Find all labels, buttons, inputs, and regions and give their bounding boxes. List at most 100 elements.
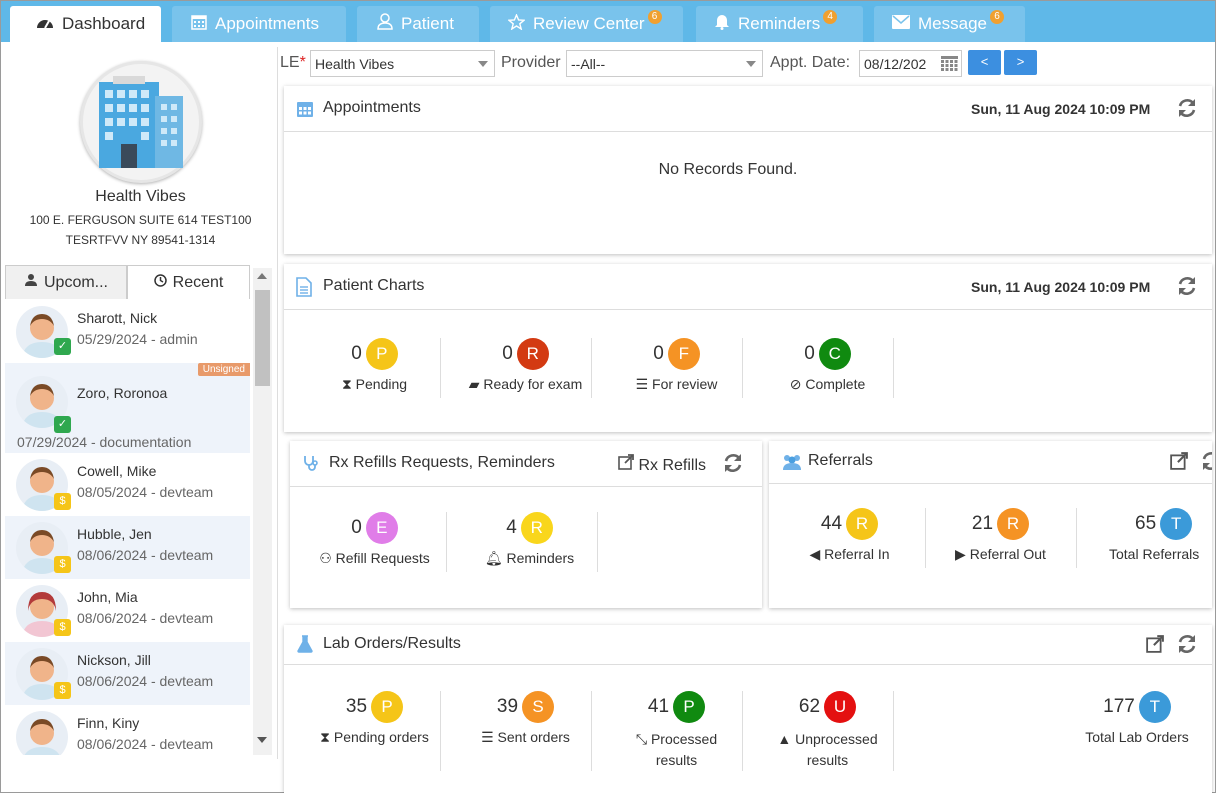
stat-label: Total Lab Orders xyxy=(1064,729,1210,745)
patient-meta: 08/06/2024 - devteam xyxy=(77,736,214,752)
patient-meta: 08/06/2024 - devteam xyxy=(77,610,214,626)
scroll-up-arrow[interactable] xyxy=(257,273,267,279)
user-group-icon xyxy=(24,273,38,292)
appt-date-input[interactable]: 08/12/202 xyxy=(859,50,962,77)
tab-appointments[interactable]: Appointments xyxy=(172,6,346,42)
stat-letter: E xyxy=(365,512,398,544)
stat-processed-results[interactable]: 41 P ⤡ Processed results xyxy=(601,691,752,771)
stat-unprocessed-results[interactable]: 62 U ▲ Unprocessed results xyxy=(752,691,903,771)
stat-count: 39 xyxy=(496,696,519,717)
patient-row[interactable]: Finn, Kiny 08/06/2024 - devteam xyxy=(5,705,250,755)
stat-total-referrals[interactable]: 65 T Total Referrals xyxy=(1109,508,1212,562)
external-link-icon[interactable] xyxy=(1170,452,1188,475)
stat-letter: C xyxy=(818,338,851,370)
appointments-card: Appointments Sun, 11 Aug 2024 10:09 PM N… xyxy=(284,86,1212,254)
tab-patient[interactable]: Patient xyxy=(357,6,479,42)
refresh-icon[interactable] xyxy=(1200,450,1212,472)
tab-dashboard[interactable]: Dashboard xyxy=(10,6,161,42)
stat-label: ⧗ Pending xyxy=(302,376,447,393)
stat-letter: T xyxy=(1160,508,1193,540)
stat-label: ⧗ Pending orders xyxy=(302,729,447,746)
tab-label: Reminders xyxy=(738,14,821,33)
tab-label: Appointments xyxy=(215,14,319,33)
stat-label: 🔔︎ Reminders xyxy=(454,550,605,567)
refresh-icon[interactable] xyxy=(1176,97,1198,119)
patient-row[interactable]: Unsigned ✓ Zoro, Roronoa 07/29/2024 - do… xyxy=(5,363,250,453)
divider xyxy=(591,338,592,398)
card-title: Referrals xyxy=(808,452,873,469)
stat-letter: R xyxy=(516,338,549,370)
external-link-icon[interactable] xyxy=(1146,635,1164,658)
patient-list-scrollbar[interactable] xyxy=(253,268,272,755)
stat-count: 62 xyxy=(798,696,821,717)
patient-name: Finn, Kiny xyxy=(77,715,140,731)
stat-sent-orders[interactable]: 39 S ☰ Sent orders xyxy=(450,691,601,746)
patient-meta: 07/29/2024 - documentation xyxy=(17,434,192,450)
arrow-out-icon: ▶ xyxy=(955,546,970,562)
provider-select[interactable]: --All-- xyxy=(566,50,763,77)
stat-letter: R xyxy=(997,508,1030,540)
provider-select-value: --All-- xyxy=(571,56,606,72)
list-icon: ☰ xyxy=(481,729,498,745)
next-date-button[interactable]: > xyxy=(1004,50,1037,75)
card-header: Appointments Sun, 11 Aug 2024 10:09 PM xyxy=(284,86,1212,132)
divider xyxy=(742,691,743,771)
stat-label: ☰ For review xyxy=(601,376,752,393)
check-icon: ✓ xyxy=(54,338,71,355)
stat-letter: R xyxy=(520,512,553,544)
prev-date-button[interactable]: < xyxy=(968,50,1001,75)
scroll-down-arrow[interactable] xyxy=(257,737,267,743)
stat-letter: F xyxy=(667,338,700,370)
patient-row[interactable]: $ Hubble, Jen 08/06/2024 - devteam xyxy=(5,516,250,579)
stat-count: 0 xyxy=(502,343,513,364)
tab-review-center[interactable]: Review Center 6 xyxy=(490,6,683,42)
patient-row[interactable]: $ John, Mia 08/06/2024 - devteam xyxy=(5,579,250,642)
refresh-icon[interactable] xyxy=(1176,633,1198,655)
external-link-icon xyxy=(618,454,634,474)
hourglass-icon: ⧗ xyxy=(320,729,334,745)
patient-row[interactable]: $ Nickson, Jill 08/06/2024 - devteam xyxy=(5,642,250,705)
envelope-icon xyxy=(892,14,910,34)
stat-label-text: For review xyxy=(652,376,718,392)
stat-referral-in[interactable]: 44 R ◀ Referral In xyxy=(777,508,922,563)
tab-label: Review Center xyxy=(533,14,645,33)
calendar-grid-icon[interactable] xyxy=(941,56,958,74)
refresh-icon[interactable] xyxy=(722,452,744,474)
left-panel: Health Vibes 100 E. FERGUSON SUITE 614 T… xyxy=(3,47,278,759)
chevron-down-icon xyxy=(478,61,488,67)
tab-label: Patient xyxy=(401,14,454,33)
tab-message[interactable]: Message 6 xyxy=(874,6,1025,42)
provider-label: Provider xyxy=(501,54,561,71)
patient-name: Hubble, Jen xyxy=(77,526,152,542)
patient-name: Cowell, Mike xyxy=(77,463,157,479)
patient-meta: 08/05/2024 - devteam xyxy=(77,484,214,500)
divider xyxy=(440,338,441,398)
stat-label-text: Pending xyxy=(355,376,408,392)
patient-name: John, Mia xyxy=(77,589,138,605)
tab-upcoming[interactable]: Upcom... xyxy=(5,265,127,299)
stat-label-text: Pending orders xyxy=(333,729,429,745)
stat-referral-out[interactable]: 21 R ▶ Referral Out xyxy=(925,508,1076,563)
rx-refills-link[interactable]: Rx Refills xyxy=(618,454,706,475)
appt-date-value: 08/12/202 xyxy=(864,56,927,72)
tab-reminders[interactable]: Reminders 4 xyxy=(696,6,863,42)
refresh-icon[interactable] xyxy=(1176,275,1198,297)
patient-row[interactable]: ✓ Sharott, Nick 05/29/2024 - admin xyxy=(5,300,250,363)
stat-total-lab-orders[interactable]: 177 T Total Lab Orders xyxy=(1064,691,1210,745)
le-select[interactable]: Health Vibes xyxy=(310,50,495,77)
arrow-in-icon: ◀ xyxy=(809,546,825,562)
tab-recent[interactable]: Recent xyxy=(127,265,250,299)
stat-pending-orders[interactable]: 35 P ⧗ Pending orders xyxy=(302,691,447,746)
patient-list-tabs: Upcom... Recent xyxy=(5,265,250,299)
patient-row[interactable]: $ Cowell, Mike 08/05/2024 - devteam xyxy=(5,453,250,516)
stat-letter: T xyxy=(1138,691,1171,723)
stat-count: 41 xyxy=(647,696,670,717)
le-label: LE* xyxy=(280,54,306,72)
scroll-thumb[interactable] xyxy=(255,290,270,386)
